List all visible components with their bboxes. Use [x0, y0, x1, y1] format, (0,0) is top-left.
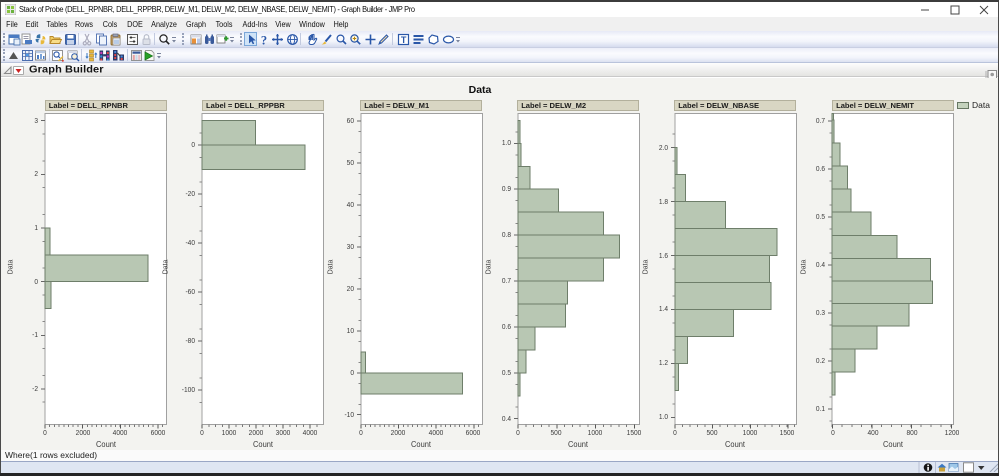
svg-text:?: ? — [261, 34, 267, 47]
svg-text:T: T — [401, 35, 407, 45]
